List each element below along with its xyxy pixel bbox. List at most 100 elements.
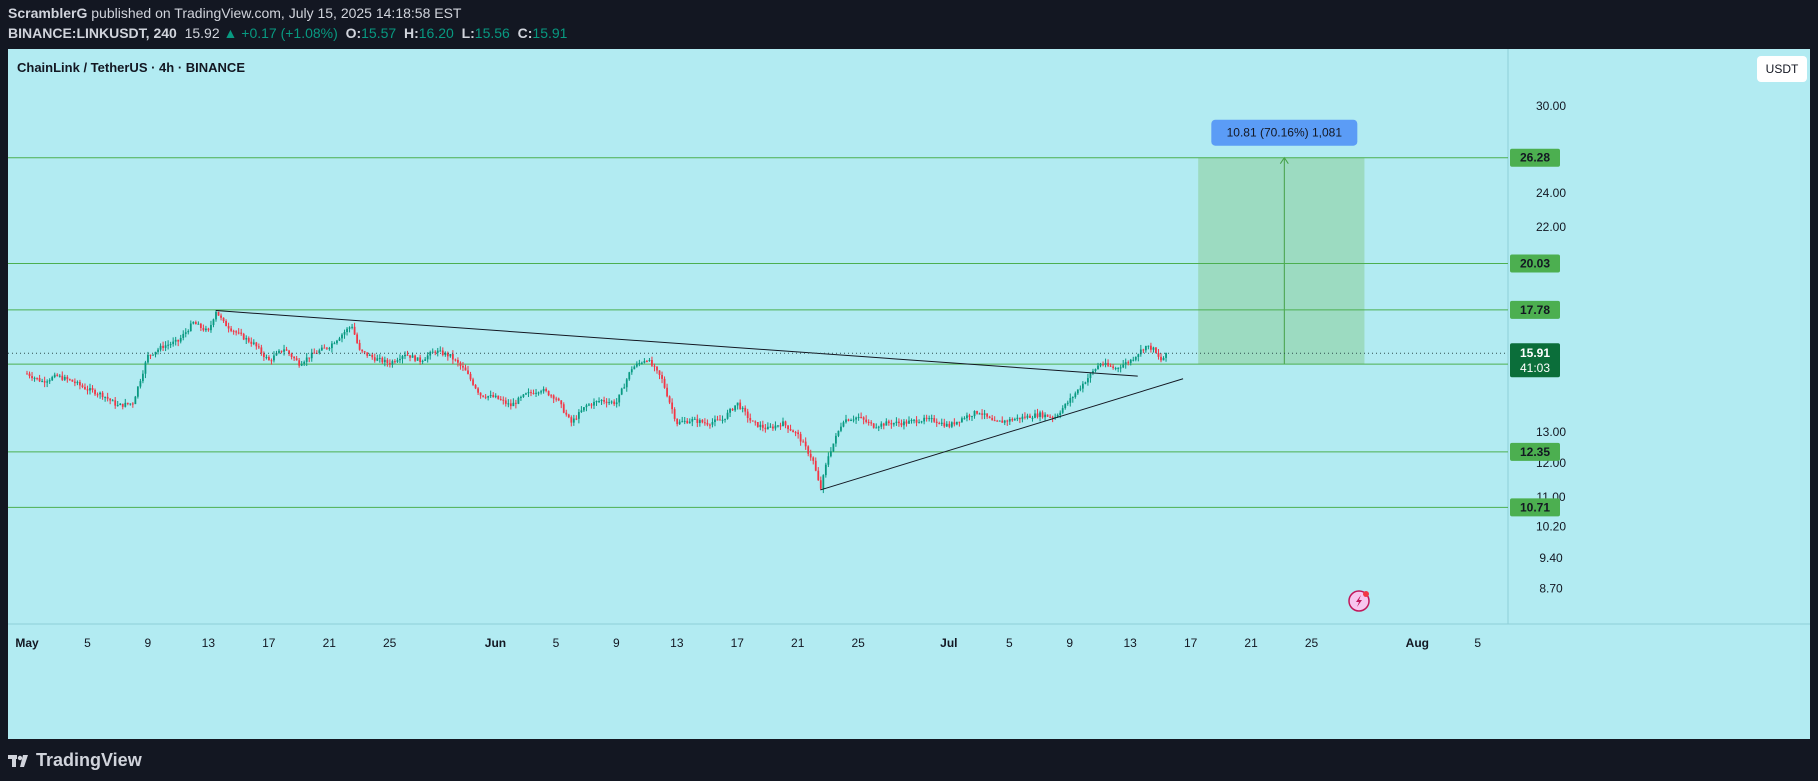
level-label-box-4 [1510, 442, 1560, 461]
candle-124 [338, 338, 341, 341]
candle-342 [887, 421, 890, 424]
x-tick-3: 13 [202, 636, 216, 650]
candle-353 [915, 419, 918, 423]
candle-61 [179, 337, 182, 342]
candle-248 [651, 360, 653, 366]
candle-194 [514, 402, 517, 404]
candle-44 [136, 386, 139, 397]
candle-142 [383, 359, 386, 363]
candle-181 [482, 395, 485, 397]
currency-button[interactable]: USDT [1757, 56, 1807, 82]
candle-357 [925, 417, 928, 419]
candle-449 [1157, 352, 1160, 357]
candle-350 [908, 420, 910, 424]
candle-437 [1127, 362, 1130, 364]
candle-164 [439, 350, 442, 352]
candle-257 [673, 409, 676, 419]
candle-150 [404, 354, 406, 357]
candle-127 [346, 328, 348, 333]
candle-202 [535, 392, 537, 394]
candle-70 [202, 327, 205, 331]
candle-347 [900, 423, 903, 426]
candle-309 [804, 441, 807, 447]
candle-16 [66, 376, 69, 380]
candle-330 [857, 417, 860, 419]
candle-112 [308, 357, 311, 359]
candle-275 [719, 419, 721, 421]
candle-323 [840, 426, 842, 431]
candle-48 [147, 354, 149, 363]
chart-pane[interactable]: 10.81 (70.16%) 1,081 30.00 24.00 22.00 13.00… [8, 49, 1810, 739]
candle-308 [802, 441, 805, 443]
candle-343 [890, 423, 893, 425]
candle-448 [1155, 347, 1157, 353]
candle-15 [63, 376, 66, 380]
candle-253 [663, 378, 666, 388]
candle-341 [885, 421, 888, 426]
candle-80 [227, 326, 230, 329]
candle-99 [275, 352, 278, 356]
candle-260 [681, 421, 684, 423]
y-tick-6: 10.20 [1536, 519, 1566, 533]
candle-234 [615, 402, 618, 405]
candle-83 [235, 331, 238, 333]
candle-189 [502, 399, 505, 401]
candle-361 [935, 421, 938, 424]
x-tick-12: 21 [791, 636, 805, 650]
x-tick-10: 13 [670, 636, 684, 650]
candle-427 [1102, 364, 1104, 366]
candle-242 [635, 363, 638, 367]
candle-88 [247, 338, 250, 342]
candle-369 [955, 421, 958, 425]
candle-85 [240, 332, 243, 334]
lightning-bolt [1356, 595, 1362, 607]
candle-317 [824, 464, 827, 476]
projection-box [1198, 157, 1365, 365]
candle-171 [457, 359, 459, 363]
candle-311 [809, 453, 812, 458]
candle-159 [426, 355, 429, 360]
level-label-box-2 [1510, 300, 1560, 319]
price-chart[interactable]: 10.81 (70.16%) 1,081 30.00 24.00 22.00 13.00… [8, 49, 1810, 739]
ohlc-legend: BINANCE:LINKUSDT, 240 15.92 ▲ +0.17 (+1.… [8, 25, 567, 41]
candle-21 [79, 381, 81, 386]
candle-415 [1071, 397, 1074, 399]
candle-91 [255, 342, 258, 347]
author-name: ScramblerG [8, 5, 88, 21]
candle-199 [527, 392, 530, 394]
candle-344 [892, 423, 895, 425]
candle-74 [212, 319, 215, 325]
candle-153 [411, 355, 414, 358]
candle-359 [930, 418, 933, 420]
countdown-label: 41:03 [1520, 361, 1550, 375]
candle-335 [870, 422, 873, 424]
candle-73 [210, 324, 212, 331]
candle-201 [532, 392, 535, 394]
candle-238 [625, 379, 628, 388]
candle-318 [827, 456, 830, 465]
candle-33 [109, 398, 112, 401]
candle-63 [184, 332, 187, 334]
x-tick-6: 25 [383, 636, 397, 650]
candle-360 [933, 418, 936, 422]
candle-368 [953, 422, 956, 425]
candle-382 [988, 416, 991, 419]
candle-433 [1117, 367, 1120, 369]
candle-239 [628, 372, 631, 380]
candle-30 [101, 392, 104, 398]
candle-12 [56, 374, 59, 376]
candle-232 [610, 401, 613, 403]
candle-429 [1107, 362, 1109, 366]
candle-211 [557, 398, 560, 401]
candle-43 [134, 396, 137, 405]
candle-27 [94, 390, 96, 395]
candle-55 [164, 345, 167, 348]
candle-255 [668, 396, 671, 403]
level-label-box-0 [1510, 148, 1560, 167]
high-label: H: [403, 25, 419, 41]
candle-135 [366, 352, 369, 356]
candle-336 [872, 423, 875, 428]
candle-251 [658, 370, 661, 375]
candle-418 [1079, 388, 1082, 390]
candle-2 [31, 376, 33, 379]
